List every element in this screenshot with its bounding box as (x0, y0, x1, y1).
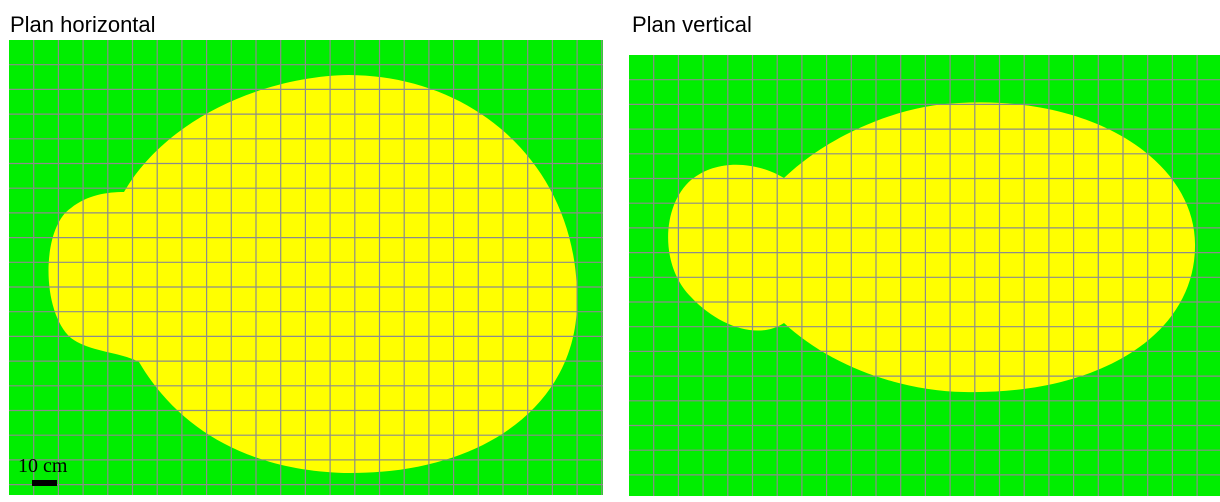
plan-vertical-title: Plan vertical (632, 12, 752, 37)
plan-vertical-panel (629, 55, 1220, 496)
plan-horizontal-shape (48, 75, 578, 474)
plan-horizontal-title: Plan horizontal (10, 12, 156, 37)
scale-label: 10 cm (18, 455, 68, 477)
plan-vertical-shape (668, 102, 1196, 393)
plan-horizontal-grid (9, 40, 603, 495)
plan-vertical-grid (629, 55, 1220, 496)
scale-bar (32, 480, 57, 486)
plan-horizontal-panel: 10 cm (9, 40, 603, 495)
